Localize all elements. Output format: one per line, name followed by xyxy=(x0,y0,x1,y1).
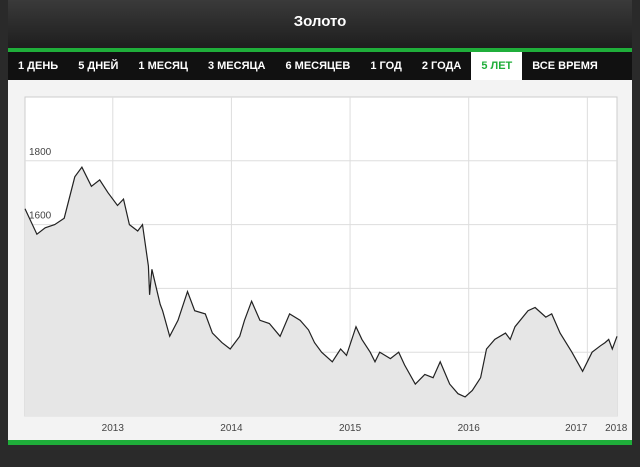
tab[interactable]: 2 ГОДА xyxy=(421,60,462,72)
price-line xyxy=(24,166,618,398)
accent-bar xyxy=(8,440,632,445)
x-tick-label: 2015 xyxy=(339,423,362,434)
x-tick-label: 2013 xyxy=(102,423,125,434)
header-title: Золото xyxy=(8,0,632,48)
tab[interactable]: 6 МЕСЯЦЕВ xyxy=(285,60,351,72)
tab-bar: 1 ДЕНЬ 5 ДНЕЙ 1 МЕСЯЦ 3 МЕСЯЦА 6 МЕСЯЦЕВ 1 ГО… xyxy=(8,52,632,80)
tab[interactable]: 3 МЕСЯЦА xyxy=(207,60,266,72)
x-tick-label: 2014 xyxy=(220,423,243,434)
area-fill xyxy=(25,167,617,416)
accent-bar xyxy=(8,48,632,52)
x-tick-label: 2016 xyxy=(458,423,481,434)
x-tick-label: 2018 xyxy=(605,423,628,434)
tab[interactable]: 5 ЛЕТ xyxy=(471,52,523,80)
y-tick-label: 1800 xyxy=(29,147,52,158)
tab[interactable]: 1 ГОД xyxy=(370,60,402,72)
tab[interactable]: 1 МЕСЯЦ xyxy=(138,60,188,72)
tab[interactable]: 5 ДНЕЙ xyxy=(78,60,119,72)
x-tick-label: 2017 xyxy=(565,423,588,434)
tab[interactable]: ВСЕ ВРЕМЯ xyxy=(532,60,598,72)
y-tick-label: 1600 xyxy=(29,211,52,222)
tab[interactable]: 1 ДЕНЬ xyxy=(18,60,59,72)
